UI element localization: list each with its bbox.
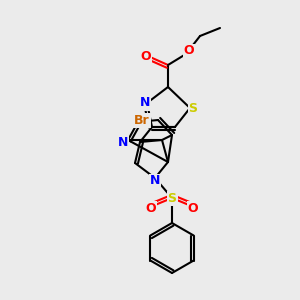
Text: S: S [188,101,197,115]
Text: O: O [188,202,198,214]
Text: S: S [167,191,176,205]
Text: N: N [140,97,150,110]
Text: O: O [184,44,194,58]
Text: N: N [150,175,160,188]
Text: O: O [146,202,156,214]
Text: Br: Br [134,113,150,127]
Text: O: O [141,50,151,64]
Text: N: N [118,136,128,148]
